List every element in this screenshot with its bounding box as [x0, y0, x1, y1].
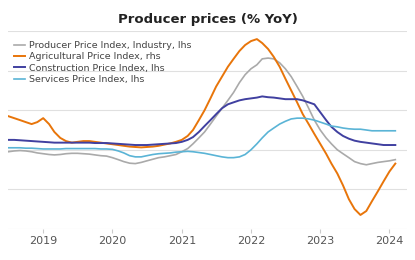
- Line: Services Price Index, lhs: Services Price Index, lhs: [8, 118, 395, 158]
- Line: Agricultural Price Index, rhs: Agricultural Price Index, rhs: [8, 39, 395, 215]
- Line: Producer Price Index, Industry, lhs: Producer Price Index, Industry, lhs: [8, 58, 395, 165]
- Line: Construction Price Index, lhs: Construction Price Index, lhs: [8, 96, 395, 145]
- Legend: Producer Price Index, Industry, lhs, Agricultural Price Index, rhs, Construction: Producer Price Index, Industry, lhs, Agr…: [13, 40, 193, 85]
- Title: Producer prices (% YoY): Producer prices (% YoY): [117, 13, 298, 26]
